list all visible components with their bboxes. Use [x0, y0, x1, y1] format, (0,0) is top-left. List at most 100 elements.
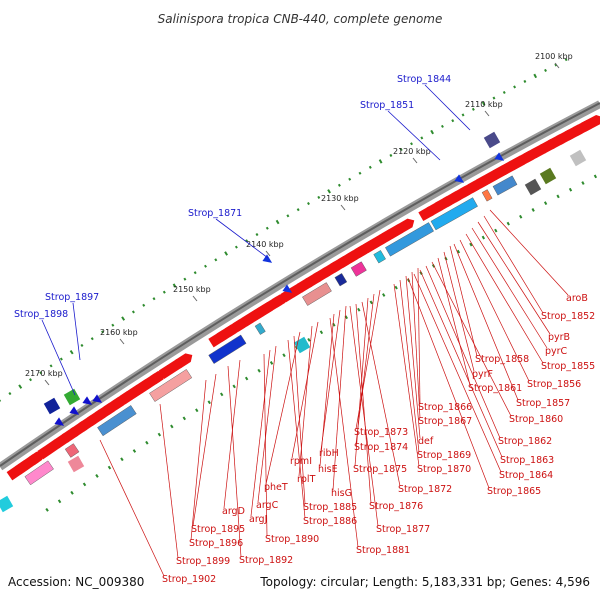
tick-dot [162, 290, 166, 294]
inner-dot [182, 416, 187, 421]
tick-label: 2150 kbp [173, 285, 211, 294]
reverse-gene [64, 443, 80, 458]
reverse-gene [430, 197, 478, 231]
tick-dot [8, 392, 12, 396]
tick-dot [214, 258, 218, 262]
inner-dot [481, 235, 486, 240]
tick-dot [183, 277, 187, 281]
callout-line [489, 209, 569, 296]
inner-gene-label: aroB [566, 293, 588, 304]
inner-dot [556, 194, 560, 199]
callout-line [319, 313, 335, 467]
inner-gene-label: hisG [331, 488, 352, 499]
feature-block [43, 397, 61, 415]
callout-line [393, 283, 420, 467]
forward-gene [387, 218, 415, 239]
tick-dot [564, 58, 568, 62]
inner-dot [369, 300, 373, 305]
tick-dot [337, 183, 341, 187]
inner-gene-label: rpmI [290, 456, 312, 467]
tick-dot [430, 129, 434, 135]
tick-mark [119, 338, 125, 345]
callout-line [431, 261, 512, 417]
forward-gene-track [6, 115, 600, 481]
inner-gene-label: def [418, 436, 434, 447]
feature-block [0, 495, 14, 513]
callout-line [471, 227, 548, 349]
callout-line [298, 325, 313, 477]
callout-line [320, 309, 341, 451]
tick-dot [204, 264, 207, 268]
feature-arrow [92, 394, 103, 403]
reverse-gene [385, 222, 434, 257]
tick-dot [224, 251, 228, 256]
tick-label: 2120 kbp [393, 147, 431, 156]
tick-dot [131, 310, 135, 314]
genome-backbone [0, 100, 600, 471]
tick-dot [533, 73, 538, 79]
tick-mark [265, 250, 271, 257]
feature-block [569, 149, 587, 167]
callout-line [387, 110, 441, 161]
callout-line [424, 84, 471, 131]
inner-gene-label: Strop_1890 [265, 534, 319, 545]
callout-line [419, 269, 503, 458]
inner-dot [494, 228, 498, 233]
inner-dot [145, 440, 149, 445]
tick-label: 2130 kbp [321, 194, 359, 203]
tick-dot [544, 68, 547, 72]
callout-line [405, 275, 421, 439]
tick-dot [420, 136, 424, 140]
outer-gene-label: Strop_1844 [397, 74, 451, 85]
inner-gene-label: Strop_1875 [353, 464, 407, 475]
inner-gene-label: Strop_1873 [354, 427, 408, 438]
inner-gene-label: Strop_1867 [418, 416, 472, 427]
inner-gene-label: Strop_1899 [176, 556, 230, 567]
inner-gene-label: Strop_1861 [468, 383, 522, 394]
feature-arrow [82, 396, 93, 405]
tick-dot [69, 349, 74, 355]
inner-gene-label: Strop_1866 [418, 402, 472, 413]
inner-gene-label: Strop_1864 [499, 470, 553, 481]
inner-gene-label: Strop_1865 [487, 486, 541, 497]
callout-line [483, 215, 544, 314]
callout-line [72, 302, 81, 361]
feature-block [483, 131, 501, 149]
callout-line [250, 349, 271, 517]
outer-gene-label: Strop_1897 [45, 292, 99, 303]
feature-block [67, 455, 85, 473]
inner-gene-label: Strop_1885 [303, 502, 357, 513]
reverse-gene [481, 189, 493, 202]
feature-block [539, 167, 557, 185]
inner-dot [593, 174, 598, 179]
tick-dot [368, 165, 372, 169]
inner-dot [357, 307, 361, 312]
inner-gene-label: Strop_1860 [509, 414, 563, 425]
inner-dot [307, 337, 311, 342]
feature-arrow [69, 406, 80, 415]
inner-gene-label: argJ [249, 514, 267, 525]
inner-gene-label: ribH [319, 448, 339, 459]
inner-gene-label: Strop_1857 [516, 398, 570, 409]
inner-dot [244, 376, 249, 381]
inner-gene-label: argC [256, 500, 279, 511]
outer-callouts: Strop_1844 Strop_1851 Strop_1871 Strop_1897… [14, 74, 471, 396]
tick-dot [152, 297, 156, 301]
feature-arrow [494, 152, 505, 161]
inner-gene-label: Strop_1881 [356, 545, 410, 556]
inner-gene-label: Strop_1896 [189, 538, 243, 549]
tick-dot [172, 283, 177, 288]
inner-dots [45, 174, 598, 512]
callout-line [443, 251, 475, 372]
accession-text: Accession: NC_009380 [8, 575, 144, 589]
reverse-gene [97, 405, 137, 437]
tick-label: 2160 kbp [100, 328, 138, 337]
feature-track [0, 131, 587, 513]
feature-arrow [262, 254, 273, 263]
inner-gene-label: Strop_1902 [162, 574, 216, 585]
callout-line [349, 305, 379, 527]
tick-dot [399, 148, 403, 152]
inner-gene-label: pyrB [548, 332, 570, 343]
tick-dot [49, 364, 53, 368]
